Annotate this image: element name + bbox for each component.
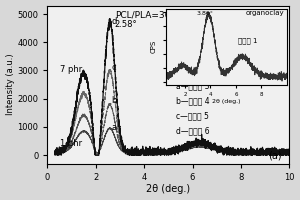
Text: c: c <box>112 63 116 72</box>
Text: (a): (a) <box>268 150 282 160</box>
Text: 1 phr: 1 phr <box>60 139 82 148</box>
Text: 7 phr: 7 phr <box>60 65 82 74</box>
Text: d—对比例 6: d—对比例 6 <box>176 126 209 135</box>
Text: b—对比例 4: b—对比例 4 <box>176 96 209 105</box>
Text: a—对比例 3: a—对比例 3 <box>176 81 209 90</box>
Text: a: a <box>112 123 117 132</box>
Text: b: b <box>112 96 117 105</box>
X-axis label: 2θ (deg.): 2θ (deg.) <box>146 184 190 194</box>
Text: PCL/PLA=30/70: PCL/PLA=30/70 <box>115 10 185 19</box>
Y-axis label: Intensity (a.u.): Intensity (a.u.) <box>6 54 15 115</box>
Text: c—对比例 5: c—对比例 5 <box>176 111 208 120</box>
Text: 2.58°: 2.58° <box>115 20 137 29</box>
Text: d: d <box>112 17 117 26</box>
